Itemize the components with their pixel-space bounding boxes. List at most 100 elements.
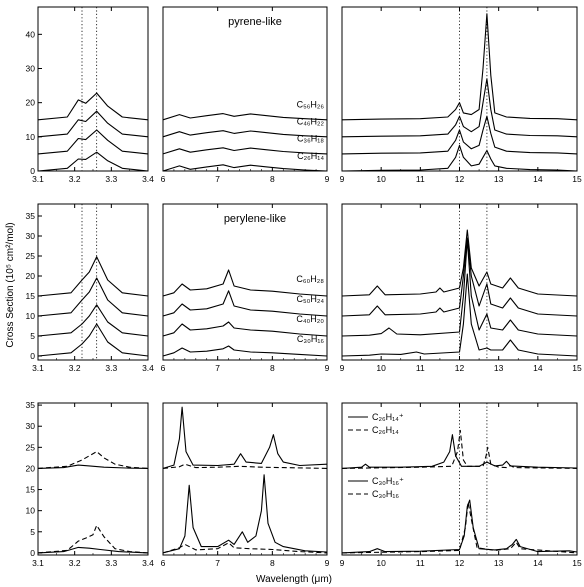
x-tick-label: 8 [270,174,275,184]
series-line [341,501,578,554]
series-line [162,542,328,554]
figure-ylabel: Cross Section (10⁵ cm²/mol) [5,222,16,347]
y-tick-label: 0 [30,166,35,176]
x-tick-label: 10 [376,558,386,568]
axes-frame [37,203,149,361]
x-tick-label: 8 [270,558,275,568]
y-tick-label: 10 [26,132,36,142]
x-tick-label: 15 [572,174,582,184]
series-line [162,113,328,121]
x-tick-label: 14 [533,363,543,373]
x-tick-label: 13 [494,363,504,373]
series-line [341,78,578,138]
axes-frame [37,402,149,556]
panel-title: pyrene-like [228,16,282,28]
series-line [162,474,328,554]
y-tick-label: 35 [26,211,36,221]
x-tick-label: 14 [533,558,543,568]
series-line [37,524,149,554]
x-tick-label: 3.1 [32,363,44,373]
y-tick-label: 25 [26,442,36,452]
x-tick-label: 3.1 [32,558,44,568]
panel-row1-middle: 6 7 8 9 pyrene-like C₅₆H₂₆ C₄₆H₂₂ C₃₆H₁₈ C₂₆H₁₄ [161,6,330,184]
panel-row3-right: 9 10 11 12 13 14 15 C₂₆H₁₄⁺ C₂₆H₁₄ C₃₀H₁₆⁺ C₃₀H₁₆ [340,402,582,568]
series-line [37,323,149,357]
x-tick-label: 13 [494,558,504,568]
series-line [162,130,328,138]
x-tick-label: 15 [572,558,582,568]
series-label: C₃₀H₁₆ [297,334,324,344]
series-label: C₃₆H₁₈ [297,134,324,144]
panel-title: perylene-like [224,213,286,225]
x-tick-label: 3.4 [142,174,154,184]
axes-frame [37,6,149,172]
panel-row1-left: 3.1 3.2 3.3 3.4 0 10 20 30 40 [26,6,154,184]
series-line [37,546,149,554]
x-tick-label: 3.4 [142,363,154,373]
x-tick-label: 3.3 [105,174,117,184]
series-line [162,290,328,317]
x-tick-label: 11 [416,558,425,568]
series-line [162,164,328,172]
series-line [162,463,328,469]
series-line [341,273,578,357]
x-tick-label: 8 [270,363,275,373]
panel-row2-left: 3.1 3.2 3.3 3.4 0 5 10 15 20 25 30 35 [26,203,154,373]
series-line [37,256,149,297]
x-tick-label: 3.4 [142,558,154,568]
x-tick-label: 7 [215,558,220,568]
y-tick-label: 10 [26,506,36,516]
series-line [162,321,328,337]
axes-frame [162,402,328,556]
x-tick-label: 12 [455,558,465,568]
x-tick-label: 12 [455,174,465,184]
panel-row3-middle: 6 7 8 9 [161,402,330,568]
x-tick-label: 3.3 [105,558,117,568]
x-tick-label: 7 [215,363,220,373]
panel-row1-right: 9 10 11 12 13 14 15 [340,6,582,184]
series-line [341,144,578,172]
x-tick-label: 14 [533,174,543,184]
x-tick-label: 6 [161,174,166,184]
y-tick-label: 0 [30,548,35,558]
y-tick-label: 0 [30,351,35,361]
x-tick-label: 3.2 [69,363,81,373]
x-tick-label: 3.2 [69,174,81,184]
series-line [37,451,149,469]
legend-label: C₂₆H₁₄ [372,425,399,435]
series-line [162,406,328,469]
legend-label: C₃₀H₁₆ [372,489,399,499]
y-tick-label: 20 [26,271,36,281]
series-line [37,110,149,138]
panel-row3-left: 3.1 3.2 3.3 3.4 0 5 10 15 20 25 30 35 [26,400,155,568]
x-tick-label: 10 [376,174,386,184]
series-line [162,269,328,297]
y-tick-label: 5 [30,331,35,341]
panel-row2-right: 9 10 11 12 13 14 15 [340,203,582,373]
x-tick-label: 9 [340,558,345,568]
x-tick-label: 3.3 [105,363,117,373]
series-line [37,304,149,337]
x-tick-label: 15 [572,363,582,373]
y-tick-label: 35 [26,400,36,410]
series-label: C₂₆H₁₄ [297,151,324,161]
panel-row2-middle: 6 7 8 9 perylene-like C₆₀H₂₈ C₅₀H₂₄ C₄₀H₂₀ C₃₀H₁… [161,203,330,373]
x-tick-label: 13 [494,174,504,184]
y-tick-label: 15 [26,485,36,495]
x-tick-label: 9 [325,174,330,184]
y-tick-label: 40 [26,29,36,39]
legend-label: C₂₆H₁₄⁺ [372,412,404,422]
series-line [37,151,149,172]
series-label: C₅₆H₂₆ [297,100,325,110]
x-tick-label: 9 [340,174,345,184]
series-label: C₅₀H₂₄ [296,294,324,304]
x-tick-label: 6 [161,558,166,568]
x-tick-label: 9 [325,558,330,568]
series-label: C₆₀H₂₈ [296,274,324,284]
x-tick-label: 7 [215,174,220,184]
y-tick-label: 15 [26,291,36,301]
series-line [341,229,578,297]
series-line [341,13,578,121]
x-tick-label: 11 [416,174,425,184]
axes-frame [162,203,328,361]
